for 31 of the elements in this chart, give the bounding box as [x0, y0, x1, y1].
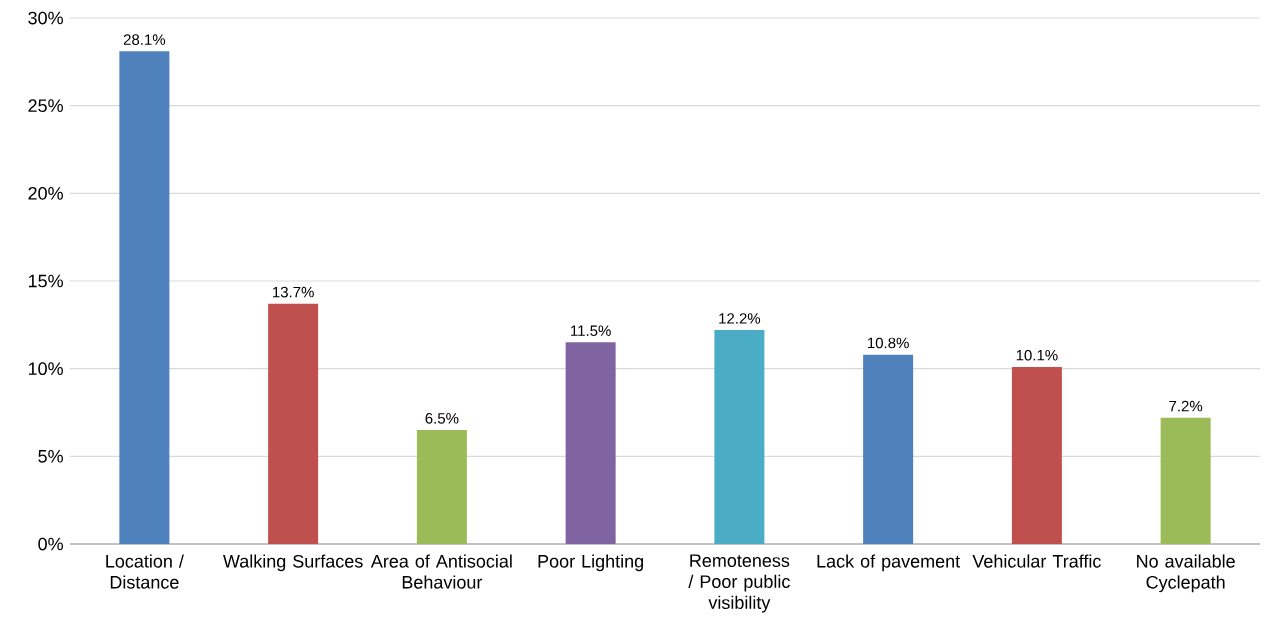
x-tick-label: Lack of pavement	[817, 554, 961, 572]
x-tick-label: Vehicular Traffic	[972, 554, 1101, 568]
bar	[416, 430, 467, 544]
bar	[1160, 417, 1211, 544]
x-tick-label: No available Cyclepath	[1137, 554, 1235, 593]
data-label: 12.2%	[719, 313, 761, 324]
bar	[863, 354, 914, 544]
data-label: 6.5%	[425, 413, 459, 424]
data-label: 7.2%	[1169, 400, 1203, 412]
y-tick-label: 5%	[38, 449, 63, 463]
data-label: 10.1%	[1016, 349, 1058, 361]
y-tick-label: 25%	[28, 99, 63, 113]
y-tick-label: 30%	[28, 11, 63, 25]
y-tick-label: 20%	[28, 186, 63, 200]
bar	[565, 342, 616, 544]
bar	[119, 51, 170, 544]
data-label: 10.8%	[868, 337, 909, 349]
bar	[714, 330, 765, 544]
x-tick-label: Location / Distance	[106, 554, 184, 589]
x-tick-label: Walking Surfaces	[223, 554, 363, 572]
y-tick-label: 0%	[38, 537, 63, 551]
x-tick-label: Poor Lighting	[538, 554, 643, 572]
x-tick-label: Remoteness / Poor public visibility	[688, 554, 790, 613]
y-tick-label: 10%	[28, 362, 63, 376]
data-label: 13.7%	[273, 286, 314, 298]
bar	[268, 303, 319, 544]
data-label: 11.5%	[571, 325, 611, 336]
data-label: 28.1%	[123, 34, 166, 45]
x-tick-label: Area of Antisocial Behaviour	[370, 554, 512, 589]
bar	[1011, 366, 1062, 544]
y-tick-label: 15%	[28, 274, 63, 288]
